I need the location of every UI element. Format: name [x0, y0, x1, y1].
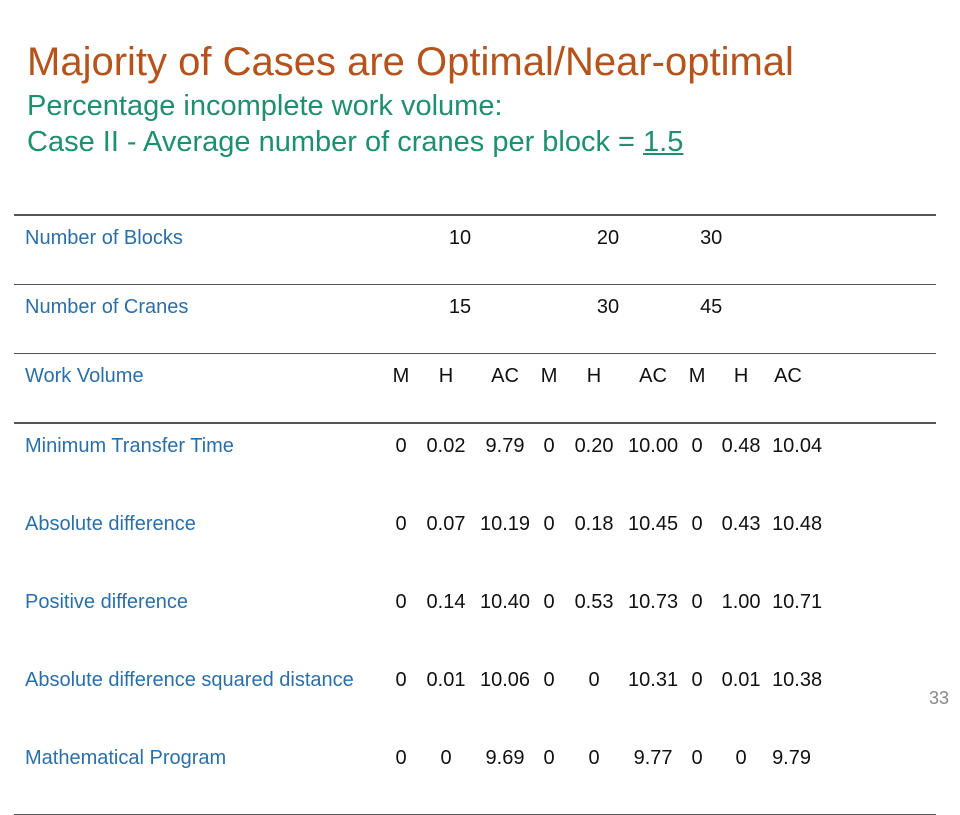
table-row: Minimum Transfer Time 0 0.02 9.79 0 0.20… [14, 423, 937, 502]
table-cell: 0.01 [426, 669, 466, 691]
table-cell: 0.07 [426, 513, 466, 535]
table-cell: 10.48 [772, 513, 823, 535]
table-cell: 0 [691, 435, 703, 457]
blocks-value: 10 [448, 227, 472, 249]
table-cell: 10.45 [628, 513, 679, 535]
table-cell: 0 [395, 513, 407, 535]
table-cell: 10.40 [479, 591, 531, 613]
method-col-header: M [688, 365, 706, 387]
method-col-header: H [586, 365, 602, 387]
table-cell: 0 [543, 435, 555, 457]
table-cell: 0.53 [574, 591, 614, 613]
table-cell: 0 [440, 747, 452, 769]
table-row: Absolute difference 0 0.07 10.19 0 0.18 … [14, 502, 936, 580]
table-cell: 10.71 [772, 591, 823, 613]
table-cell: 0.18 [574, 513, 614, 535]
table-cell: 0.01 [721, 669, 761, 691]
table-cell: 10.06 [479, 669, 531, 691]
table-cell: 9.79 [485, 435, 525, 457]
table-cell: 10.73 [628, 591, 679, 613]
table-cell: 0 [691, 669, 703, 691]
page-number: 33 [928, 688, 949, 708]
table-cell: 0 [588, 747, 600, 769]
cranes-value: 30 [596, 296, 620, 318]
crane-ratio-value: 1.5 [643, 126, 684, 158]
row-label: Minimum Transfer Time [25, 435, 234, 457]
row-label: Absolute difference [25, 513, 196, 535]
table-cell: 0 [543, 747, 555, 769]
cranes-row: Number of Cranes 15 30 45 [14, 284, 937, 354]
table-cell: 0 [691, 591, 703, 613]
row-label: Positive difference [25, 591, 189, 613]
table-cell: 0.20 [574, 435, 614, 457]
slide-subtitle-line1: Percentage incomplete work volume: [27, 90, 503, 122]
blocks-value: 30 [700, 227, 723, 249]
method-col-header: M [392, 365, 410, 387]
method-col-header: M [540, 365, 558, 387]
table-cell: 0 [395, 747, 407, 769]
table-cell: 0 [395, 669, 407, 691]
table-cell: 9.69 [485, 747, 525, 769]
table-cell: 10.19 [479, 513, 531, 535]
table-cell: 0 [543, 669, 555, 691]
table-cell: 10.00 [628, 435, 679, 457]
table-row: Positive difference 0 0.14 10.40 0 0.53 … [14, 580, 936, 658]
row-label: Absolute difference squared distance [25, 669, 354, 691]
work-volume-row: Work Volume M H AC M H AC M H AC [14, 353, 937, 424]
slide-title: Majority of Cases are Optimal/Near-optim… [27, 40, 794, 84]
table-cell: 10.31 [628, 669, 679, 691]
table-cell: 1.00 [721, 591, 761, 613]
method-col-header: H [733, 365, 749, 387]
blocks-row: Number of Blocks 10 20 30 [14, 215, 937, 285]
cranes-value: 15 [448, 296, 472, 318]
table-cell: 0 [543, 513, 555, 535]
table-cell: 0 [543, 591, 555, 613]
table-cell: 0 [395, 591, 407, 613]
table-cell: 0.02 [426, 435, 466, 457]
method-col-header: H [438, 365, 454, 387]
method-col-header: AC [774, 365, 802, 387]
table-cell: 0 [691, 513, 703, 535]
incomplete-work-volume-table: Number of Blocks 10 20 30 Number of Cran… [14, 214, 937, 815]
table-cell: 0 [691, 747, 703, 769]
cranes-label: Number of Cranes [25, 296, 189, 318]
table-row: Mathematical Program 0 0 9.69 0 0 9.77 0… [14, 736, 937, 815]
slide-subtitle-line2: Case II - Average number of cranes per b… [27, 125, 683, 159]
table-cell: 9.77 [633, 747, 673, 769]
table-cell: 0 [735, 747, 747, 769]
method-col-header: AC [491, 365, 519, 387]
blocks-value: 20 [596, 227, 620, 249]
cranes-value: 45 [700, 296, 723, 318]
table-cell: 0.14 [426, 591, 466, 613]
subtitle-prefix: Case II - Average number of cranes per b… [27, 126, 644, 158]
table-cell: 9.79 [772, 747, 811, 769]
table-cell: 0 [588, 669, 600, 691]
row-label: Mathematical Program [25, 747, 227, 769]
table-cell: 0.43 [721, 513, 761, 535]
table-cell: 0.48 [721, 435, 761, 457]
method-col-header: AC [639, 365, 667, 387]
table-cell: 10.38 [772, 669, 823, 691]
blocks-label: Number of Blocks [25, 227, 183, 249]
table-cell: 10.04 [772, 435, 823, 457]
table-row: Absolute difference squared distance 0 0… [14, 658, 936, 736]
table-cell: 0 [395, 435, 407, 457]
work-volume-label: Work Volume [25, 365, 144, 387]
